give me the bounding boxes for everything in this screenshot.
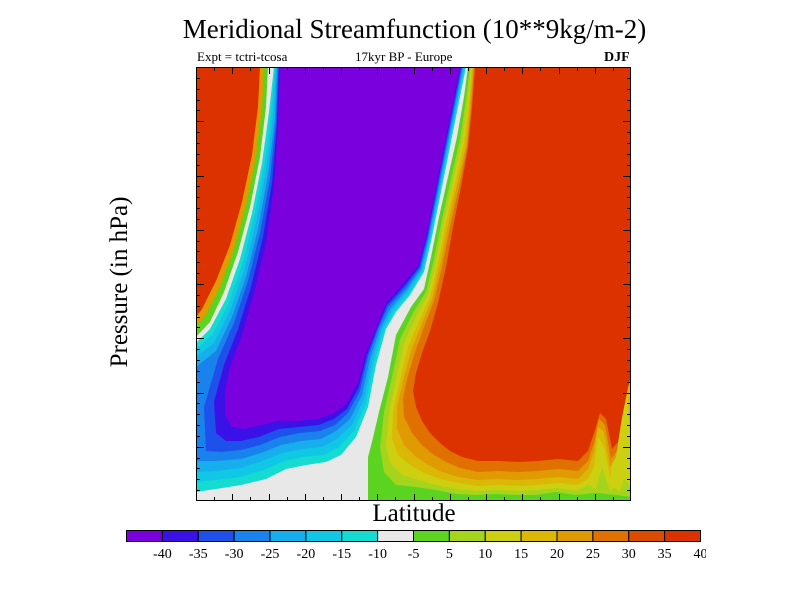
colorbar-box — [269, 530, 307, 542]
colorbar-box — [233, 530, 271, 542]
colorbar-label: -5 — [408, 547, 420, 562]
x-axis-ticks — [214, 67, 614, 501]
contour-plot — [196, 67, 631, 501]
colorbar-box — [520, 530, 558, 542]
colorbar-label: -30 — [225, 547, 244, 562]
colorbar-box — [305, 530, 343, 542]
colorbar-label: 5 — [446, 547, 453, 562]
colorbar-label: 20 — [550, 547, 564, 562]
positive-cell-left-40 — [196, 67, 260, 317]
colorbar-box — [628, 530, 666, 542]
chart-title: Meridional Streamfunction (10**9kg/m-2) — [182, 14, 647, 44]
colorbar-label: 35 — [658, 547, 672, 562]
x-axis-label: Latitude — [372, 500, 456, 527]
colorbar-label: -40 — [153, 547, 172, 562]
colorbar-label: -10 — [368, 547, 387, 562]
colorbar-box — [664, 530, 701, 542]
colorbar-box — [341, 530, 379, 542]
colorbar-label: -15 — [332, 547, 351, 562]
colorbar-box — [484, 530, 522, 542]
colorbar-boxes — [126, 530, 701, 542]
colorbar-label: 25 — [586, 547, 600, 562]
colorbar-label: 10 — [478, 547, 492, 562]
experiment-label: Expt = tctri-tcosa — [197, 49, 288, 64]
colorbar-label: -20 — [297, 547, 316, 562]
colorbar-box — [413, 530, 450, 542]
positive-cell-right-40 — [413, 67, 631, 462]
colorbar-box — [448, 530, 486, 542]
colorbar-box — [556, 530, 594, 542]
colorbar-label: 30 — [622, 547, 636, 562]
colorbar-label: -35 — [189, 547, 208, 562]
colorbar-box — [592, 530, 630, 542]
colorbar-label: 15 — [514, 547, 528, 562]
colorbar-box — [197, 530, 235, 542]
region-label: 17kyr BP - Europe — [355, 49, 453, 64]
colorbar: -40 -35 -30 -25 -20 -15 -10 -5 5 10 15 20 25 30 35 40 — [126, 530, 706, 562]
y-axis-ticks — [196, 78, 631, 491]
colorbar-box — [377, 530, 414, 542]
colorbar-label: -25 — [261, 547, 280, 562]
season-label: DJF — [604, 50, 630, 65]
negative-cell-core — [225, 67, 460, 429]
colorbar-label: 40 — [694, 547, 707, 562]
colorbar-box — [161, 530, 199, 542]
y-axis-label: Pressure (in hPa) — [106, 196, 133, 368]
colorbar-box — [126, 530, 163, 542]
colorbar-labels: -40 -35 -30 -25 -20 -15 -10 -5 5 10 15 20 25 30 35 40 — [153, 547, 706, 562]
contour-fill-group — [196, 67, 631, 501]
